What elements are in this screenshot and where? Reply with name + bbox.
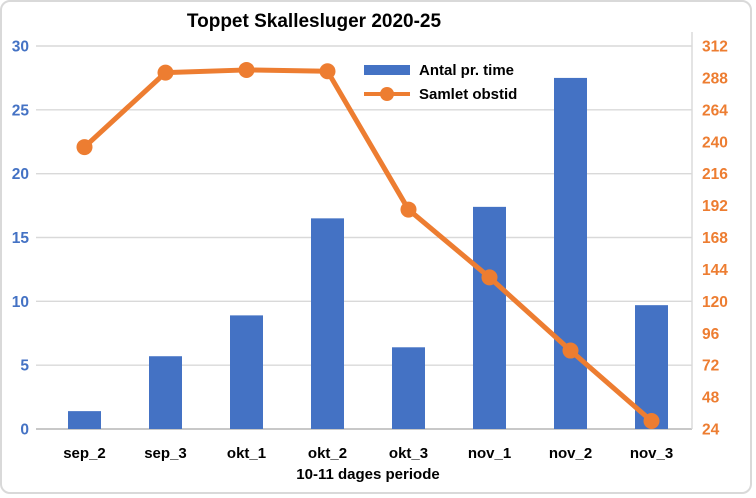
right-axis-tick-label: 72 [702,358,719,375]
legend-item-antal: Antal pr. time [364,58,517,82]
legend-label-samlet: Samlet obstid [419,85,518,103]
right-axis-tick-label: 312 [702,39,728,56]
legend-item-samlet: Samlet obstid [364,82,517,106]
x-category-label: nov_3 [630,445,673,462]
bar-sep_3 [149,356,182,429]
line-series [82,67,654,424]
line-marker-okt_2 [319,63,336,80]
right-axis-tick-label: 144 [702,262,728,279]
chart-title: Toppet Skallesluger 2020-25 [186,11,442,32]
right-axis-tick-label: 168 [702,230,728,247]
bar-okt_1 [230,315,263,429]
x-category-label: sep_3 [144,445,187,462]
x-category-label: nov_2 [549,445,592,462]
left-axis-tick-label: 30 [12,39,29,56]
x-category-label: sep_2 [63,445,106,462]
left-axis-tick-label: 5 [20,358,29,375]
right-axis-tick-label: 24 [702,422,720,439]
left-axis-tick-label: 25 [12,102,30,119]
right-axis-tick-label: 288 [702,70,728,87]
legend: Antal pr. time Samlet obstid [364,58,517,106]
bar-swatch-icon [364,65,410,75]
line-marker-sep_2 [76,139,93,156]
right-axis-tick-label: 48 [702,390,720,407]
legend-label-antal: Antal pr. time [419,61,515,79]
bar-okt_3 [392,347,425,429]
bar-nov_2 [554,77,587,430]
right-axis-tick-label: 240 [702,134,728,151]
line-marker-sep_3 [157,64,174,81]
line-marker-okt_3 [400,201,417,218]
left-axis-tick-label: 15 [12,230,30,247]
right-axis-tick-label: 264 [702,102,728,119]
line-marker-okt_1 [238,61,255,78]
line-marker-icon [364,86,410,102]
left-axis-tick-label: 10 [12,294,29,311]
right-axis-tick-label: 216 [702,166,728,183]
line-marker-nov_2 [562,342,579,359]
right-axis-tick-label: 192 [702,198,728,215]
bar-sep_2 [68,411,101,429]
line-marker-nov_1 [481,269,498,286]
bar-okt_2 [311,218,344,429]
plot-area: 0 5 10 15 20 25 30 24 48 72 96 120 144 168 192 216 240 26… [12,32,728,462]
x-category-label: okt_2 [308,445,347,462]
left-axis-tick-label: 0 [20,422,29,439]
right-axis-tick-label: 96 [702,326,720,343]
right-axis-tick-label: 120 [702,294,728,311]
line-marker-nov_3 [643,413,660,430]
x-axis-title: 10-11 dages periode [296,466,440,483]
left-axis-tick-label: 20 [12,166,29,183]
x-category-label: okt_3 [389,445,428,462]
x-category-label: okt_1 [227,445,266,462]
x-category-label: nov_1 [468,445,511,462]
bar-nov_1 [473,206,506,429]
